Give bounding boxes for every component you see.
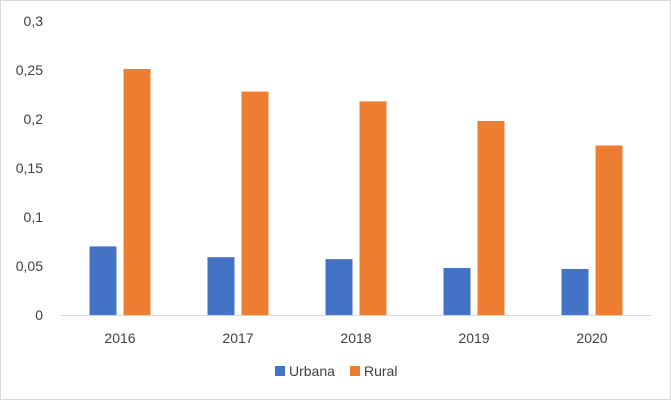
legend: Urbana Rural xyxy=(275,363,397,379)
bar-rural-2016 xyxy=(123,69,151,316)
y-tick-label: 0,25 xyxy=(16,62,43,78)
bar-rural-2017 xyxy=(241,91,269,315)
legend-swatch-urbana xyxy=(275,366,285,376)
x-axis-tick-labels: 2016 2017 2018 2019 2020 xyxy=(104,330,607,346)
x-tick-label: 2020 xyxy=(576,330,607,346)
y-tick-label: 0,05 xyxy=(16,258,43,274)
y-axis-tick-labels: 0 0,05 0,1 0,15 0,2 0,25 0,3 xyxy=(16,13,43,323)
x-tick-label: 2018 xyxy=(340,330,371,346)
bar-urbana-2016 xyxy=(89,246,117,315)
bar-urbana-2018 xyxy=(325,259,353,315)
y-tick-label: 0,15 xyxy=(16,160,43,176)
bars xyxy=(89,69,623,316)
x-tick-label: 2016 xyxy=(104,330,135,346)
legend-label-rural: Rural xyxy=(364,363,397,379)
y-tick-label: 0,1 xyxy=(24,209,44,225)
bar-rural-2018 xyxy=(359,101,387,315)
bar-rural-2020 xyxy=(595,145,623,315)
bar-urbana-2019 xyxy=(443,267,471,315)
legend-swatch-rural xyxy=(350,366,360,376)
bar-rural-2019 xyxy=(477,120,505,316)
legend-label-urbana: Urbana xyxy=(289,363,335,379)
y-tick-label: 0,3 xyxy=(24,13,44,29)
x-tick-label: 2017 xyxy=(222,330,253,346)
y-tick-label: 0 xyxy=(35,307,43,323)
y-tick-label: 0,2 xyxy=(24,111,44,127)
bar-urbana-2020 xyxy=(561,268,589,315)
x-tick-label: 2019 xyxy=(458,330,489,346)
bar-urbana-2017 xyxy=(207,257,235,315)
